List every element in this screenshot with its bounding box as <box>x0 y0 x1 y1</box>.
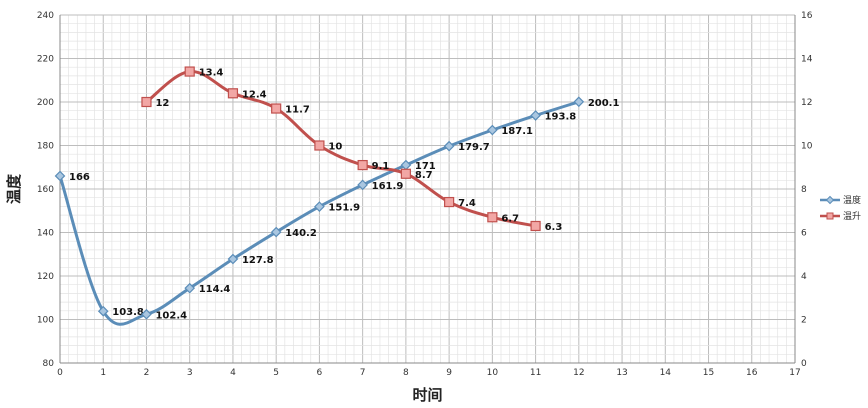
x-tick-label: 6 <box>317 368 323 378</box>
data-label: 179.7 <box>458 142 490 153</box>
x-tick-label: 8 <box>403 368 409 378</box>
data-point <box>184 66 195 77</box>
y-right-tick-label: 10 <box>801 142 813 152</box>
y-left-tick-label: 120 <box>37 272 54 282</box>
x-tick-label: 11 <box>530 368 541 378</box>
data-label: 12 <box>155 98 169 109</box>
x-tick-label: 9 <box>446 368 452 378</box>
y-left-tick-label: 240 <box>37 11 54 21</box>
y-left-tick-label: 180 <box>37 142 54 152</box>
y-axis-title: 温度 <box>5 173 23 204</box>
x-tick-label: 0 <box>57 368 63 378</box>
data-label: 200.1 <box>588 98 620 109</box>
data-point <box>227 253 239 265</box>
legend-marker <box>825 195 835 205</box>
data-label: 114.4 <box>199 284 231 295</box>
x-tick-label: 14 <box>660 368 672 378</box>
x-tick-label: 2 <box>144 368 150 378</box>
x-tick-label: 1 <box>100 368 106 378</box>
y-right-tick-label: 14 <box>801 55 813 65</box>
data-label: 7.4 <box>458 198 476 209</box>
y-right-tick-label: 8 <box>801 185 807 195</box>
data-point <box>530 220 541 232</box>
data-label: 102.4 <box>155 310 187 321</box>
x-tick-label: 7 <box>360 368 366 378</box>
legend-label: 温升 <box>843 211 861 222</box>
x-tick-label: 10 <box>487 368 499 378</box>
x-tick-label: 3 <box>187 368 193 378</box>
legend-marker <box>826 212 834 220</box>
data-point <box>573 96 585 108</box>
data-point <box>444 196 455 208</box>
legend-label: 温度 <box>843 194 861 206</box>
axes: 0 1 2 3 4 5 6 7 8 9 10 11 12 13 14 15 16 1780100120140160… <box>37 11 813 378</box>
y-left-tick-label: 140 <box>37 229 54 239</box>
data-label: 9.1 <box>372 161 390 172</box>
data-label: 187.1 <box>501 126 533 137</box>
data-label: 171 <box>415 161 436 172</box>
data-point <box>141 96 152 108</box>
data-label: 193.8 <box>545 111 577 122</box>
y-right-tick-label: 4 <box>801 272 807 282</box>
x-tick-label: 13 <box>616 368 627 378</box>
y-right-tick-label: 2 <box>801 316 807 326</box>
y-left-tick-label: 200 <box>37 98 54 108</box>
data-label: 12.4 <box>242 89 267 100</box>
data-label: 6.3 <box>545 222 563 233</box>
data-point <box>54 170 66 182</box>
x-tick-label: 12 <box>573 368 584 378</box>
y-right-tick-label: 0 <box>801 359 807 369</box>
series-line <box>145 70 536 228</box>
data-label: 13.4 <box>199 68 224 79</box>
series-temperature: 166 103.8 102.4 114.4 127.8 140.2 151.9 161.9 17… <box>54 96 620 326</box>
data-point <box>487 212 498 223</box>
y-right-tick-label: 12 <box>801 98 812 108</box>
data-label: 10 <box>328 142 342 153</box>
data-point <box>314 201 325 212</box>
data-point <box>314 140 325 151</box>
y-left-tick-label: 100 <box>37 316 54 326</box>
data-label: 127.8 <box>242 255 274 266</box>
data-point <box>141 308 152 320</box>
x-tick-label: 5 <box>273 368 279 378</box>
data-point <box>97 305 109 317</box>
y-right-tick-label: 16 <box>801 11 813 21</box>
y-right-tick-label: 6 <box>801 229 807 239</box>
data-point <box>270 226 282 238</box>
y-left-tick-label: 80 <box>43 359 55 369</box>
data-point <box>530 110 541 121</box>
data-point <box>443 140 455 152</box>
x-tick-label: 16 <box>746 368 758 378</box>
data-label: 140.2 <box>285 228 317 239</box>
data-point <box>227 88 239 99</box>
x-tick-label: 15 <box>703 368 714 378</box>
x-tick-label: 4 <box>230 368 236 378</box>
data-point <box>400 168 411 179</box>
x-axis-title: 时间 <box>412 386 442 404</box>
data-label: 161.9 <box>372 181 404 192</box>
data-label: 103.8 <box>112 307 144 318</box>
series-layer: 166 103.8 102.4 114.4 127.8 140.2 151.9 161.9 17… <box>54 66 620 326</box>
y-left-tick-label: 160 <box>37 185 54 195</box>
data-label: 151.9 <box>328 203 360 214</box>
gridlines <box>59 14 796 364</box>
data-point <box>357 179 368 191</box>
data-label: 8.7 <box>415 170 433 181</box>
y-left-tick-label: 220 <box>37 55 54 65</box>
data-label: 166 <box>69 172 90 183</box>
data-label: 6.7 <box>501 213 519 224</box>
data-point <box>357 159 368 171</box>
data-point <box>184 282 196 294</box>
x-tick-label: 17 <box>789 368 800 378</box>
data-point <box>271 103 282 114</box>
data-label: 11.7 <box>285 105 310 116</box>
data-point <box>487 124 498 136</box>
series-temperature-rise: 12 13.4 12.4 11.7 10 9.1 8.7 7.4 6.7 6.3 <box>141 66 563 233</box>
